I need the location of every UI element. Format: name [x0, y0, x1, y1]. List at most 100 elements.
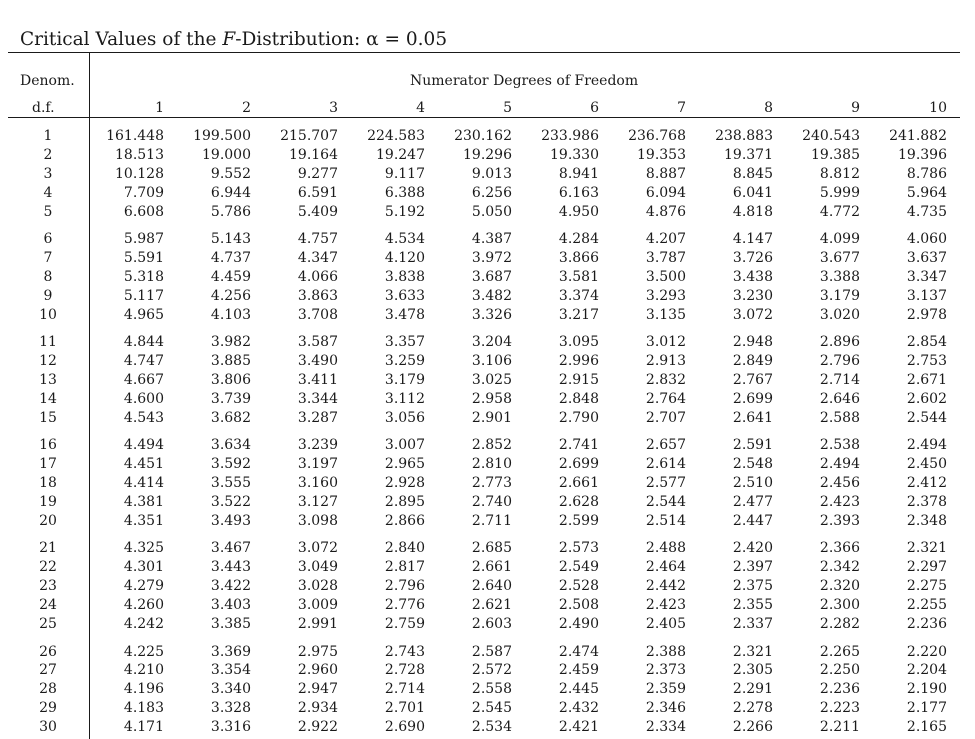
column-header-8: 8 [764, 100, 773, 116]
table-cell: 2.397 [732, 559, 773, 576]
table-cell: 3.326 [471, 306, 512, 323]
table-cell: 4.737 [210, 250, 251, 266]
table-cell: 2.657 [645, 437, 686, 454]
table-cell: 2.494 [819, 456, 860, 473]
table-cell: 2.621 [471, 597, 512, 614]
row-label: 8 [43, 268, 53, 285]
column-header-9: 9 [851, 100, 860, 116]
column-header-2: 2 [242, 100, 251, 116]
table-cell: 2.599 [558, 512, 599, 529]
table-cell: 3.806 [210, 372, 251, 388]
table-cell: 19.353 [637, 146, 686, 163]
table-cell: 3.726 [732, 250, 773, 266]
table-cell: 2.477 [732, 494, 773, 510]
table-cell: 3.634 [210, 437, 251, 454]
table-cell: 2.848 [558, 390, 599, 407]
table-cell: 4.060 [906, 231, 947, 248]
row-label: 4 [43, 184, 53, 201]
title-prefix: Critical Values of the [20, 29, 223, 50]
table-cell: 4.301 [123, 559, 164, 576]
table-cell: 4.667 [123, 372, 164, 388]
table-cell: 2.321 [906, 540, 947, 557]
table-cell: 3.347 [906, 268, 947, 285]
table-cell: 2.320 [819, 578, 860, 595]
table-cell: 2.776 [384, 597, 425, 614]
table-cell: 6.256 [471, 184, 512, 201]
table-cell: 4.183 [123, 700, 164, 717]
table-cell: 2.947 [297, 681, 338, 698]
row-label: 25 [39, 616, 57, 632]
table-cell: 2.558 [471, 681, 512, 698]
table-cell: 215.707 [280, 128, 338, 144]
table-cell: 2.548 [732, 456, 773, 473]
table-cell: 2.588 [819, 409, 860, 426]
row-label: 2 [43, 146, 53, 163]
table-cell: 5.409 [297, 203, 338, 220]
table-cell: 2.488 [645, 540, 686, 557]
table-cell: 3.739 [210, 390, 251, 407]
table-cell: 2.508 [558, 597, 599, 614]
column-header-7: 7 [677, 100, 686, 116]
table-cell: 5.143 [210, 231, 251, 248]
table-cell: 4.103 [210, 306, 251, 323]
table-cell: 2.901 [471, 409, 512, 426]
table-cell: 6.163 [558, 184, 599, 201]
table-cell: 8.941 [558, 165, 599, 182]
table-cell: 2.711 [471, 512, 512, 529]
table-cell: 2.685 [471, 540, 512, 557]
table-cell: 19.296 [463, 146, 512, 163]
table-cell: 2.266 [732, 719, 773, 736]
table-cell: 2.442 [645, 578, 686, 595]
table-cell: 5.318 [123, 268, 164, 285]
table-cell: 19.247 [376, 146, 425, 163]
table-cell: 2.577 [645, 475, 686, 492]
table-cell: 241.882 [889, 128, 947, 144]
table-cell: 2.305 [732, 662, 773, 679]
table-cell: 8.887 [645, 165, 686, 182]
table-cell: 2.278 [732, 700, 773, 717]
table-cell: 2.211 [819, 719, 860, 736]
table-cell: 3.357 [384, 334, 425, 351]
table-cell: 2.544 [645, 494, 686, 510]
table-cell: 2.796 [819, 353, 860, 370]
table-cell: 3.354 [210, 662, 251, 679]
table-cell: 3.493 [210, 512, 251, 529]
table-cell: 2.928 [384, 475, 425, 492]
table-cell: 3.095 [558, 334, 599, 351]
table-cell: 3.490 [297, 353, 338, 370]
row-label: 22 [39, 559, 57, 576]
table-cell: 3.127 [297, 494, 338, 510]
table-cell: 9.552 [210, 165, 251, 182]
table-cell: 5.050 [471, 203, 512, 220]
table-cell: 4.260 [123, 597, 164, 614]
table-cell: 2.796 [384, 578, 425, 595]
table-cell: 2.348 [906, 512, 947, 529]
table-cell: 2.714 [384, 681, 425, 698]
table-cell: 2.572 [471, 662, 512, 679]
row-label: 30 [39, 719, 57, 736]
table-cell: 2.375 [732, 578, 773, 595]
row-label: 17 [39, 456, 57, 473]
table-cell: 2.510 [732, 475, 773, 492]
table-cell: 3.217 [558, 306, 599, 323]
table-cell: 9.013 [471, 165, 512, 182]
table-cell: 8.812 [819, 165, 860, 182]
table-cell: 236.768 [628, 128, 686, 144]
header-rule [8, 117, 960, 118]
table-cell: 2.958 [471, 390, 512, 407]
table-cell: 3.028 [297, 578, 338, 595]
row-label: 16 [39, 437, 57, 454]
table-cell: 2.300 [819, 597, 860, 614]
row-label: 20 [39, 512, 57, 529]
table-cell: 2.854 [906, 334, 947, 351]
table-cell: 2.359 [645, 681, 686, 698]
table-cell: 3.500 [645, 268, 686, 285]
table-cell: 4.325 [123, 540, 164, 557]
table-cell: 4.735 [906, 203, 947, 220]
table-cell: 3.982 [210, 334, 251, 351]
table-cell: 2.297 [906, 559, 947, 576]
table-cell: 3.204 [471, 334, 512, 351]
table-cell: 4.120 [384, 250, 425, 266]
table-cell: 3.467 [210, 540, 251, 557]
row-label: 13 [39, 372, 57, 388]
